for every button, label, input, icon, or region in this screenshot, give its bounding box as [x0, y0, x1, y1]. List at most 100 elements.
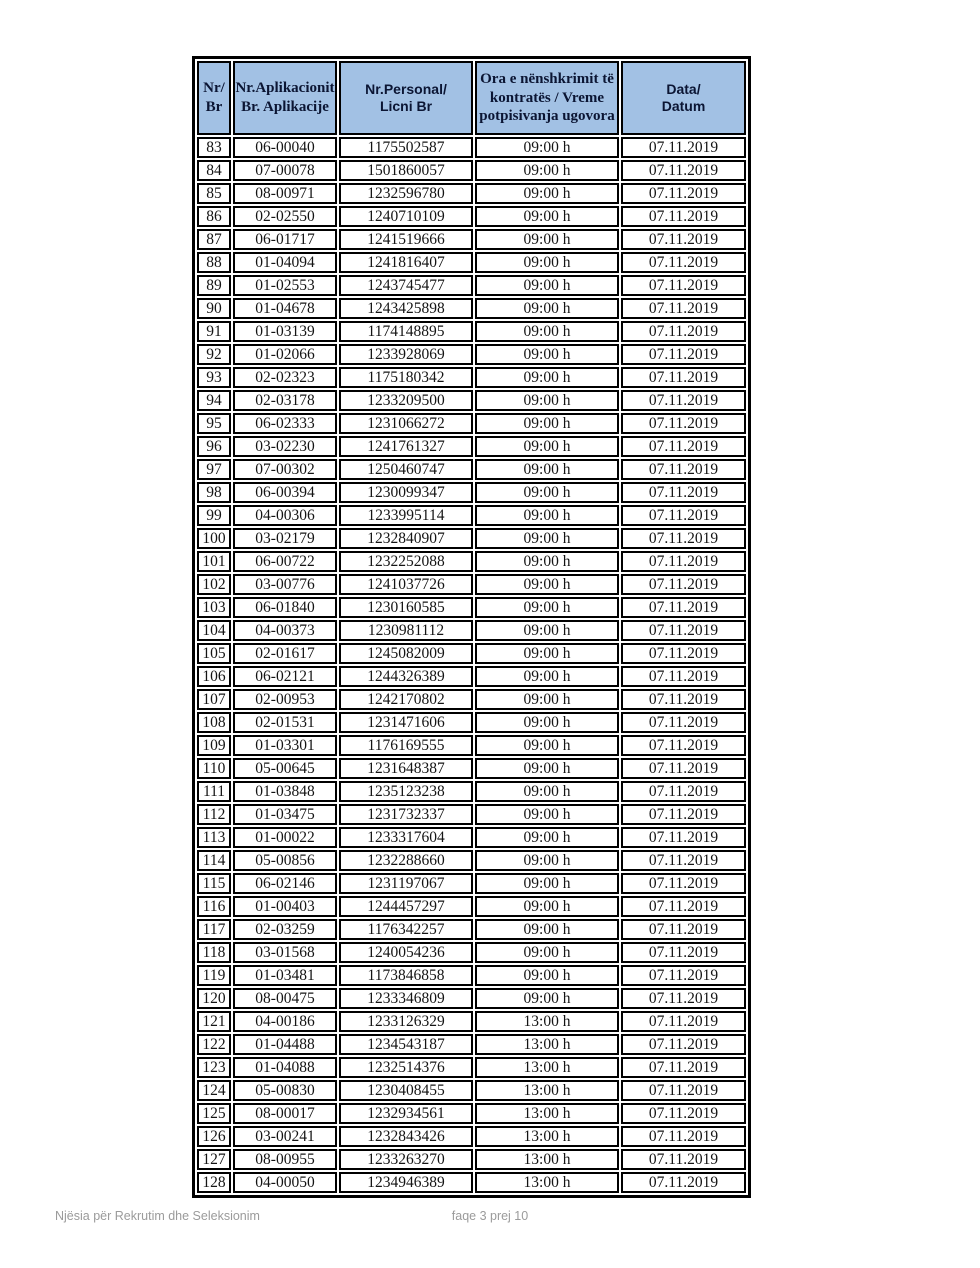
cell-personal-number: 1241519666 — [339, 229, 473, 250]
cell-date: 07.11.2019 — [621, 1126, 746, 1147]
cell-nr: 120 — [197, 988, 231, 1009]
table-row: 125 08-00017 1232934561 13:00 h 07.11.2019 — [197, 1103, 746, 1124]
cell-nr: 88 — [197, 252, 231, 273]
cell-nr: 90 — [197, 298, 231, 319]
cell-nr: 119 — [197, 965, 231, 986]
cell-personal-number: 1241761327 — [339, 436, 473, 457]
cell-signing-time: 09:00 h — [475, 942, 619, 963]
cell-date: 07.11.2019 — [621, 574, 746, 595]
cell-personal-number: 1233928069 — [339, 344, 473, 365]
table-row: 127 08-00955 1233263270 13:00 h 07.11.2019 — [197, 1149, 746, 1170]
cell-signing-time: 09:00 h — [475, 275, 619, 296]
cell-nr: 89 — [197, 275, 231, 296]
cell-application-number: 08-00475 — [233, 988, 337, 1009]
cell-date: 07.11.2019 — [621, 482, 746, 503]
cell-date: 07.11.2019 — [621, 804, 746, 825]
cell-nr: 108 — [197, 712, 231, 733]
cell-personal-number: 1232843426 — [339, 1126, 473, 1147]
cell-application-number: 07-00078 — [233, 160, 337, 181]
cell-nr: 93 — [197, 367, 231, 388]
cell-application-number: 01-03481 — [233, 965, 337, 986]
cell-nr: 97 — [197, 459, 231, 480]
cell-personal-number: 1175180342 — [339, 367, 473, 388]
cell-application-number: 05-00856 — [233, 850, 337, 871]
table-row: 99 04-00306 1233995114 09:00 h 07.11.2019 — [197, 505, 746, 526]
cell-nr: 104 — [197, 620, 231, 641]
cell-application-number: 03-01568 — [233, 942, 337, 963]
cell-signing-time: 09:00 h — [475, 988, 619, 1009]
cell-signing-time: 09:00 h — [475, 620, 619, 641]
cell-signing-time: 09:00 h — [475, 551, 619, 572]
cell-application-number: 06-00040 — [233, 137, 337, 158]
cell-nr: 115 — [197, 873, 231, 894]
cell-signing-time: 09:00 h — [475, 183, 619, 204]
cell-application-number: 01-04094 — [233, 252, 337, 273]
cell-personal-number: 1242170802 — [339, 689, 473, 710]
cell-nr: 109 — [197, 735, 231, 756]
cell-personal-number: 1234543187 — [339, 1034, 473, 1055]
cell-application-number: 01-03475 — [233, 804, 337, 825]
cell-application-number: 03-00241 — [233, 1126, 337, 1147]
cell-application-number: 01-03301 — [233, 735, 337, 756]
cell-nr: 111 — [197, 781, 231, 802]
cell-date: 07.11.2019 — [621, 344, 746, 365]
cell-nr: 83 — [197, 137, 231, 158]
cell-nr: 123 — [197, 1057, 231, 1078]
cell-personal-number: 1243425898 — [339, 298, 473, 319]
cell-date: 07.11.2019 — [621, 827, 746, 848]
cell-nr: 98 — [197, 482, 231, 503]
table-row: 94 02-03178 1233209500 09:00 h 07.11.2019 — [197, 390, 746, 411]
cell-application-number: 08-00971 — [233, 183, 337, 204]
cell-signing-time: 13:00 h — [475, 1057, 619, 1078]
cell-personal-number: 1232514376 — [339, 1057, 473, 1078]
cell-personal-number: 1176342257 — [339, 919, 473, 940]
cell-date: 07.11.2019 — [621, 1149, 746, 1170]
cell-signing-time: 09:00 h — [475, 528, 619, 549]
table-row: 114 05-00856 1232288660 09:00 h 07.11.2019 — [197, 850, 746, 871]
cell-signing-time: 09:00 h — [475, 850, 619, 871]
cell-date: 07.11.2019 — [621, 919, 746, 940]
table-row: 112 01-03475 1231732337 09:00 h 07.11.2019 — [197, 804, 746, 825]
cell-nr: 92 — [197, 344, 231, 365]
cell-personal-number: 1240710109 — [339, 206, 473, 227]
cell-date: 07.11.2019 — [621, 1057, 746, 1078]
footer-department-label: Njësia për Rekrutim dhe Seleksionim — [55, 1209, 260, 1223]
table-row: 111 01-03848 1235123238 09:00 h 07.11.2019 — [197, 781, 746, 802]
cell-personal-number: 1233263270 — [339, 1149, 473, 1170]
cell-personal-number: 1175502587 — [339, 137, 473, 158]
cell-personal-number: 1173846858 — [339, 965, 473, 986]
cell-nr: 126 — [197, 1126, 231, 1147]
cell-signing-time: 13:00 h — [475, 1034, 619, 1055]
cell-personal-number: 1232252088 — [339, 551, 473, 572]
cell-application-number: 01-00403 — [233, 896, 337, 917]
cell-nr: 91 — [197, 321, 231, 342]
column-header-date: Data/ Datum — [621, 61, 746, 135]
table-row: 109 01-03301 1176169555 09:00 h 07.11.2019 — [197, 735, 746, 756]
cell-signing-time: 09:00 h — [475, 298, 619, 319]
table-row: 93 02-02323 1175180342 09:00 h 07.11.2019 — [197, 367, 746, 388]
cell-personal-number: 1233346809 — [339, 988, 473, 1009]
cell-application-number: 01-03848 — [233, 781, 337, 802]
table-row: 84 07-00078 1501860057 09:00 h 07.11.2019 — [197, 160, 746, 181]
cell-signing-time: 13:00 h — [475, 1080, 619, 1101]
table-row: 83 06-00040 1175502587 09:00 h 07.11.2019 — [197, 137, 746, 158]
cell-date: 07.11.2019 — [621, 505, 746, 526]
cell-nr: 121 — [197, 1011, 231, 1032]
cell-date: 07.11.2019 — [621, 781, 746, 802]
cell-date: 07.11.2019 — [621, 321, 746, 342]
cell-signing-time: 09:00 h — [475, 689, 619, 710]
cell-date: 07.11.2019 — [621, 620, 746, 641]
table-header-row: Nr/ Br Nr.Aplikacionit Br. Aplikacije Nr… — [197, 61, 746, 135]
cell-signing-time: 09:00 h — [475, 873, 619, 894]
cell-nr: 125 — [197, 1103, 231, 1124]
cell-application-number: 03-02179 — [233, 528, 337, 549]
cell-date: 07.11.2019 — [621, 735, 746, 756]
cell-nr: 96 — [197, 436, 231, 457]
cell-nr: 85 — [197, 183, 231, 204]
cell-signing-time: 09:00 h — [475, 505, 619, 526]
cell-signing-time: 09:00 h — [475, 137, 619, 158]
cell-nr: 118 — [197, 942, 231, 963]
cell-signing-time: 09:00 h — [475, 574, 619, 595]
cell-nr: 105 — [197, 643, 231, 664]
table-row: 110 05-00645 1231648387 09:00 h 07.11.2019 — [197, 758, 746, 779]
